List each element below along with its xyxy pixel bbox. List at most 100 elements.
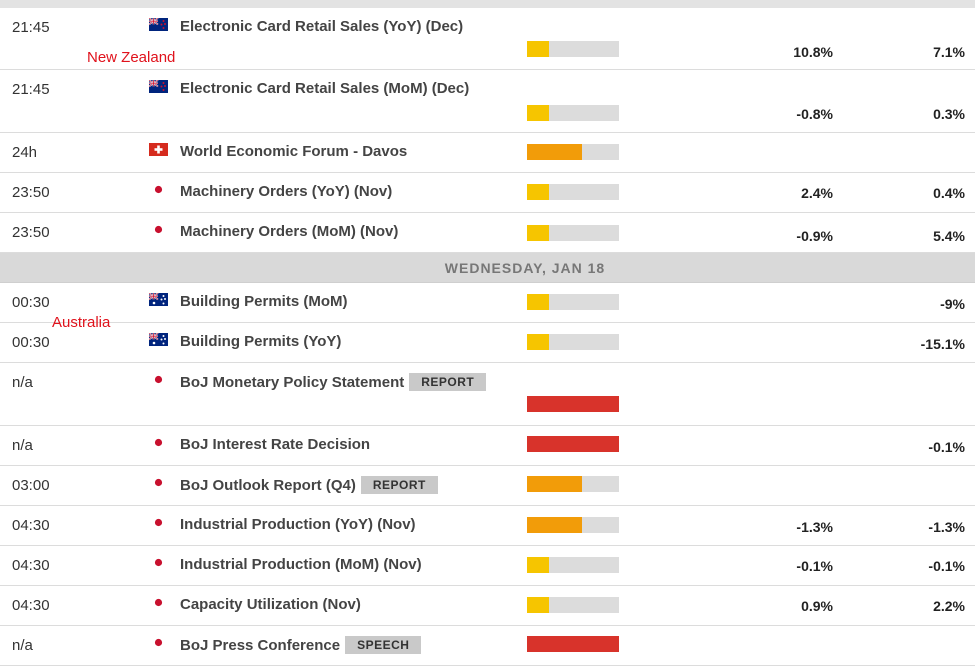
event-row[interactable]: 00:30 Building Permits (YoY) -15.1%	[0, 323, 975, 363]
importance-bar	[527, 184, 619, 200]
jp-flag-icon	[149, 183, 168, 196]
importance-bar	[527, 597, 619, 613]
event-name-text: BoJ Outlook Report (Q4)	[180, 477, 356, 494]
speech-tag-button[interactable]: SPEECH	[345, 636, 422, 654]
event-time: 00:30	[12, 334, 50, 351]
event-name-text: World Economic Forum - Davos	[180, 143, 408, 160]
actual-value: -0.9%	[796, 228, 833, 244]
event-time: 04:30	[12, 557, 50, 574]
event-row[interactable]: 23:50 Machinery Orders (YoY) (Nov) 2.4% 0.4…	[0, 173, 975, 213]
importance-bar	[527, 225, 619, 241]
event-name[interactable]: BoJ Press Conference SPEECH	[180, 636, 422, 654]
jp-flag-icon	[149, 636, 168, 649]
event-name[interactable]: BoJ Interest Rate Decision	[180, 436, 370, 453]
event-time: n/a	[12, 437, 33, 454]
event-row[interactable]: 04:30 Industrial Production (MoM) (Nov) -0…	[0, 546, 975, 586]
event-name-text: Industrial Production (MoM) (Nov)	[180, 556, 422, 573]
jp-flag-icon	[149, 596, 168, 609]
event-name[interactable]: Building Permits (YoY)	[180, 333, 341, 350]
report-tag-button[interactable]: REPORT	[409, 373, 487, 391]
actual-value: -1.3%	[796, 519, 833, 535]
event-name[interactable]: BoJ Outlook Report (Q4) REPORT	[180, 476, 438, 494]
event-name-text: Electronic Card Retail Sales (YoY) (Dec)	[180, 18, 464, 35]
event-row[interactable]: 24h World Economic Forum - Davos	[0, 133, 975, 173]
importance-fill-low	[527, 41, 549, 57]
event-time: 21:45	[12, 19, 50, 36]
event-name-text: Machinery Orders (YoY) (Nov)	[180, 183, 393, 200]
importance-fill-low	[527, 184, 549, 200]
event-time: n/a	[12, 374, 33, 391]
au-flag-icon	[148, 292, 168, 306]
previous-value: 7.1%	[933, 44, 965, 60]
previous-value: -15.1%	[920, 336, 965, 352]
event-name[interactable]: Electronic Card Retail Sales (YoY) (Dec)	[180, 18, 463, 35]
event-name[interactable]: World Economic Forum - Davos	[180, 143, 407, 160]
event-name-text: Capacity Utilization (Nov)	[180, 596, 361, 613]
importance-fill-high	[527, 396, 619, 412]
importance-bar	[527, 557, 619, 573]
event-name-text: Electronic Card Retail Sales (MoM) (Dec)	[180, 80, 470, 97]
event-row[interactable]: 04:30 Industrial Production (YoY) (Nov) -1…	[0, 506, 975, 546]
event-row[interactable]: 00:30 Building Permits (MoM) -9%	[0, 283, 975, 323]
importance-fill-high	[527, 636, 619, 652]
importance-bar	[527, 294, 619, 310]
jp-flag-icon	[149, 223, 168, 236]
event-time: 23:50	[12, 224, 50, 241]
event-row[interactable]: n/a BoJ Interest Rate Decision -0.1%	[0, 426, 975, 466]
importance-fill-medium	[527, 517, 582, 533]
event-row[interactable]: 21:45 Electronic Card Retail Sales (YoY) …	[0, 8, 975, 70]
importance-bar	[527, 436, 619, 452]
event-name[interactable]: Machinery Orders (YoY) (Nov)	[180, 183, 392, 200]
importance-fill-low	[527, 597, 549, 613]
previous-value: 0.4%	[933, 185, 965, 201]
actual-value: -0.1%	[796, 558, 833, 574]
previous-value: 0.3%	[933, 106, 965, 122]
jp-flag-icon	[149, 436, 168, 449]
importance-fill-high	[527, 436, 619, 452]
previous-value: -9%	[940, 296, 965, 312]
event-time: 03:00	[12, 477, 50, 494]
nz-flag-icon	[148, 17, 168, 31]
event-name[interactable]: Capacity Utilization (Nov)	[180, 596, 361, 613]
ch-flag-icon	[149, 143, 168, 156]
event-name[interactable]: Electronic Card Retail Sales (MoM) (Dec)	[180, 80, 469, 97]
importance-bar	[527, 396, 619, 412]
event-row[interactable]: 23:50 Machinery Orders (MoM) (Nov) -0.9% 5.…	[0, 213, 975, 253]
actual-value: 0.9%	[801, 598, 833, 614]
previous-value: 5.4%	[933, 228, 965, 244]
event-name[interactable]: Industrial Production (MoM) (Nov)	[180, 556, 422, 573]
event-time: 24h	[12, 144, 38, 161]
event-row[interactable]: 03:00 BoJ Outlook Report (Q4) REPORT	[0, 466, 975, 506]
previous-value: 2.2%	[933, 598, 965, 614]
event-time: 23:50	[12, 184, 50, 201]
au-flag-icon	[148, 332, 168, 346]
importance-fill-low	[527, 225, 549, 241]
jp-flag-icon	[149, 556, 168, 569]
event-row[interactable]: n/a BoJ Monetary Policy Statement REPORT	[0, 363, 975, 426]
event-name-text: BoJ Interest Rate Decision	[180, 436, 371, 453]
actual-value: 10.8%	[793, 44, 833, 60]
importance-bar	[527, 636, 619, 652]
event-name[interactable]: Building Permits (MoM)	[180, 293, 348, 310]
event-row[interactable]: 21:45 Electronic Card Retail Sales (MoM) …	[0, 70, 975, 133]
previous-value: -0.1%	[928, 439, 965, 455]
event-time: 00:30	[12, 294, 50, 311]
event-name[interactable]: BoJ Monetary Policy Statement REPORT	[180, 373, 487, 391]
importance-fill-low	[527, 557, 549, 573]
actual-value: -0.8%	[796, 106, 833, 122]
nz-flag-icon	[148, 79, 168, 93]
day-separator-label: WEDNESDAY, JAN 18	[444, 260, 606, 276]
event-name[interactable]: Industrial Production (YoY) (Nov)	[180, 516, 416, 533]
jp-flag-icon	[149, 516, 168, 529]
importance-bar	[527, 144, 619, 160]
event-time: 04:30	[12, 517, 50, 534]
report-tag-button[interactable]: REPORT	[360, 476, 438, 494]
importance-bar	[527, 517, 619, 533]
new-zealand-annotation: New Zealand	[87, 49, 176, 66]
event-name-text: Machinery Orders (MoM) (Nov)	[180, 223, 399, 240]
event-row[interactable]: n/a BoJ Press Conference SPEECH	[0, 626, 975, 666]
event-name[interactable]: Machinery Orders (MoM) (Nov)	[180, 223, 398, 240]
event-row[interactable]: 04:30 Capacity Utilization (Nov) 0.9% 2.2%	[0, 586, 975, 626]
jp-flag-icon	[149, 373, 168, 386]
